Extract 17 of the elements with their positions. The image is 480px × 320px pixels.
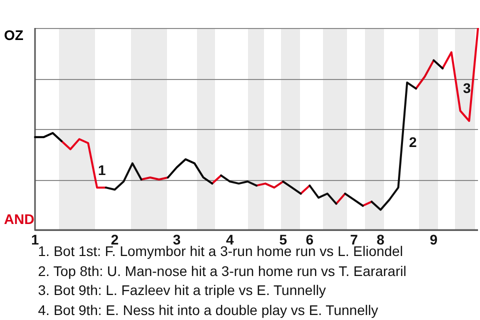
- x-tick-label: 5: [279, 231, 288, 248]
- annotation: 3: [463, 80, 471, 96]
- x-tick-label: 1: [31, 231, 40, 248]
- x-tick-label: 8: [376, 231, 385, 248]
- x-tick-label: 4: [226, 231, 234, 248]
- annotation: 1: [98, 162, 106, 178]
- text: AND: [4, 211, 34, 227]
- annotation: 2: [409, 134, 417, 150]
- x-tick-label: 6: [306, 231, 314, 248]
- text: 4. Bot 9th: E. Ness hit into a double play vs E. Tunnelly: [38, 300, 380, 320]
- text: 2. Top 8th: U. Man-nose hit a 3-run home run vs T. Earararil: [38, 262, 406, 281]
- x-tick-label: 9: [430, 231, 438, 248]
- text: 3. Bot 9th: L. Fazleev hit a triple vs E. Tunnelly: [38, 281, 327, 300]
- x-tick-label: 2: [110, 231, 119, 248]
- text: OZ: [4, 27, 24, 43]
- x-tick-label: 3: [172, 231, 181, 248]
- x-tick-label: 7: [350, 231, 358, 248]
